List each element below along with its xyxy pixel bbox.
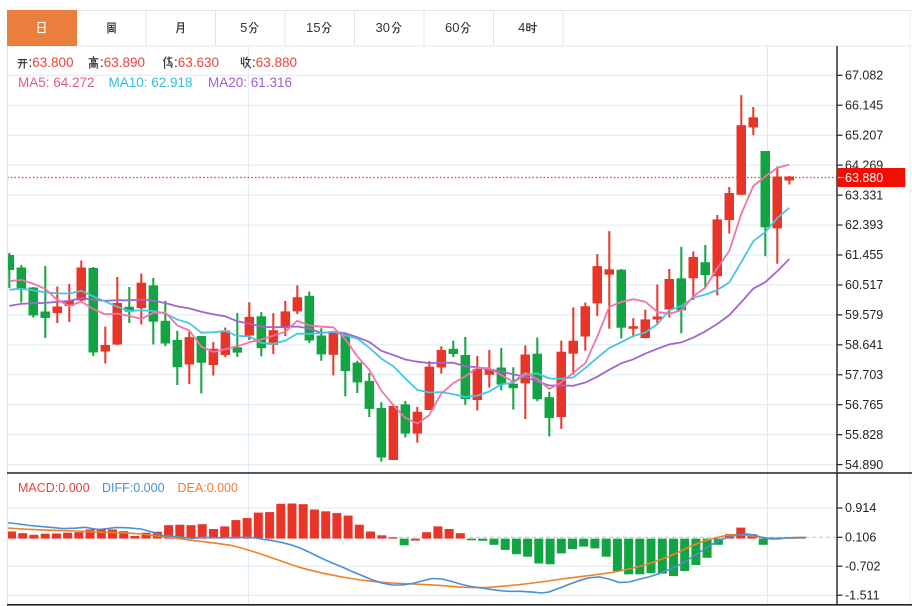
svg-text:0.914: 0.914: [845, 501, 876, 515]
svg-text:63.331: 63.331: [845, 188, 883, 202]
svg-text:-0.702: -0.702: [845, 559, 880, 573]
svg-text:63.880: 63.880: [845, 171, 883, 185]
svg-text:62.393: 62.393: [845, 218, 883, 232]
svg-text:66.145: 66.145: [845, 99, 883, 113]
svg-text:59.579: 59.579: [845, 308, 883, 322]
svg-text:58.641: 58.641: [845, 338, 883, 352]
svg-text:65.207: 65.207: [845, 128, 883, 142]
svg-text:56.765: 56.765: [845, 398, 883, 412]
svg-text:54.890: 54.890: [845, 458, 883, 472]
svg-text:57.703: 57.703: [845, 368, 883, 382]
svg-text:61.455: 61.455: [845, 248, 883, 262]
svg-text:60.517: 60.517: [845, 278, 883, 292]
svg-text:55.828: 55.828: [845, 428, 883, 442]
svg-text:-1.511: -1.511: [845, 588, 880, 602]
svg-text:0.106: 0.106: [845, 531, 876, 545]
svg-text:67.082: 67.082: [845, 69, 883, 83]
